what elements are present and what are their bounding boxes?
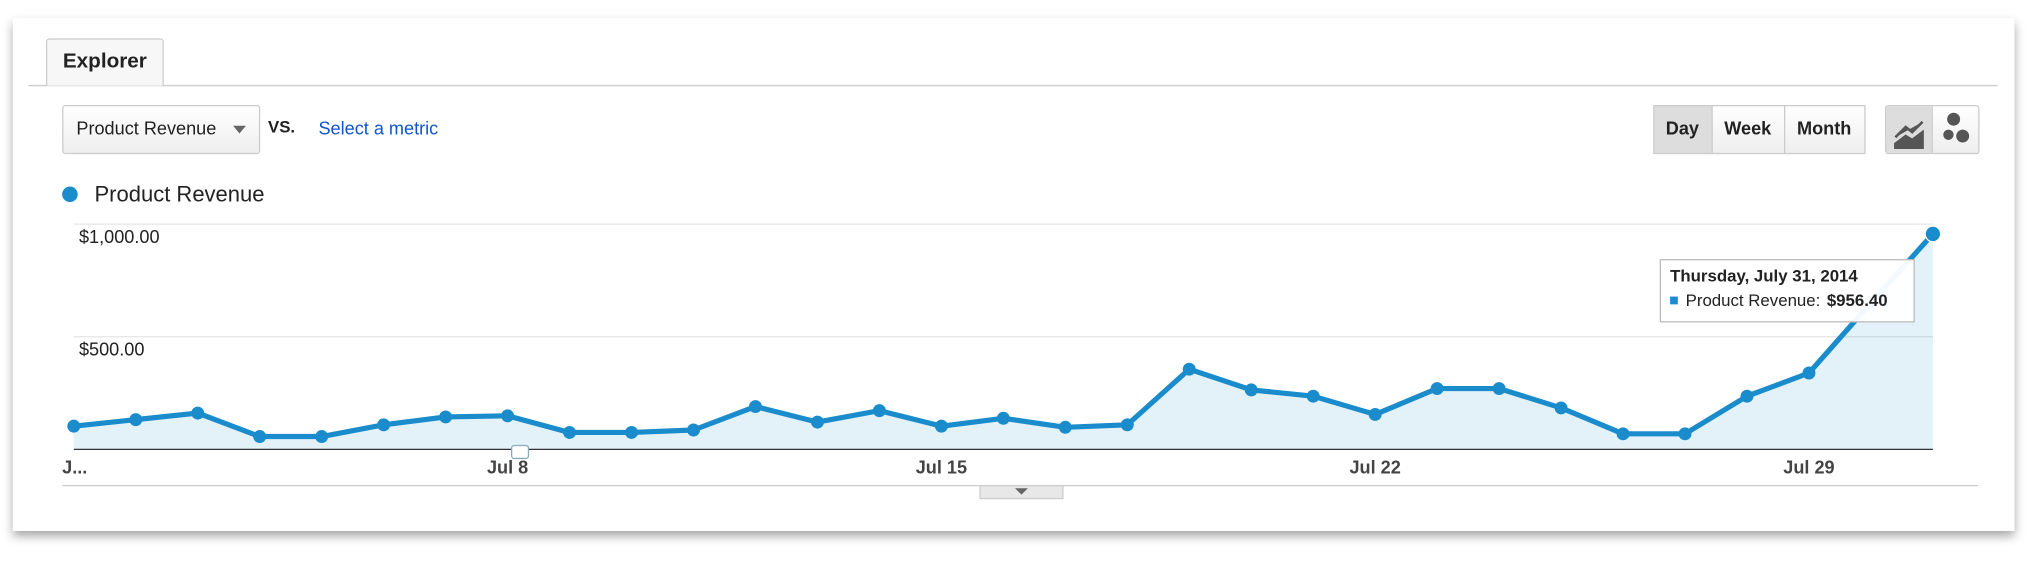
annotation-marker[interactable] (510, 444, 530, 460)
point (810, 415, 824, 429)
y-tick-label: $1,000.00 (79, 227, 160, 247)
point (1244, 383, 1258, 397)
select-metric-link[interactable]: Select a metric (318, 118, 438, 138)
point (687, 423, 700, 437)
point (501, 409, 515, 423)
tooltip-label: Product Revenue: $956.40 (1686, 291, 1888, 310)
point (191, 406, 205, 420)
tooltip-swatch (1670, 296, 1678, 305)
point (253, 430, 267, 443)
point (1492, 382, 1506, 396)
point (1554, 401, 1568, 415)
tooltip: Thursday, July 31, 2014 Product Revenue: $… (1659, 259, 1915, 323)
point (315, 430, 329, 443)
metric-dropdown[interactable] (62, 104, 261, 155)
point (625, 425, 638, 439)
point (872, 404, 886, 418)
motion-icon[interactable] (1943, 129, 1954, 140)
tab[interactable] (45, 38, 164, 86)
dropdown-arrow[interactable] (233, 125, 246, 134)
point (1058, 420, 1072, 434)
tab-label[interactable]: Explorer (63, 50, 147, 73)
point (1430, 382, 1444, 396)
motion-icon[interactable] (1947, 112, 1961, 126)
point (1616, 427, 1630, 441)
y-tick-label: $500.00 (79, 340, 144, 360)
point (1306, 389, 1320, 403)
point (748, 400, 762, 414)
vs-label: VS. (268, 118, 295, 137)
point (1802, 366, 1816, 380)
point (439, 410, 453, 424)
x-tick-label: Jul 8 (487, 458, 528, 478)
point (934, 419, 948, 433)
x-tick-label: Jul 15 (916, 458, 967, 478)
tooltip-date: Thursday, July 31, 2014 (1670, 267, 1858, 286)
period-label[interactable]: Month (1797, 118, 1851, 138)
point (1678, 427, 1692, 441)
legend-label: Product Revenue (95, 181, 265, 206)
point (1120, 418, 1134, 432)
x-tick-label: Jul 22 (1349, 458, 1400, 478)
point (996, 411, 1010, 425)
period-label[interactable]: Day (1666, 118, 1699, 138)
period-button[interactable] (1711, 104, 1786, 155)
dropdown-label[interactable]: Product Revenue (76, 118, 216, 138)
point (1740, 389, 1754, 403)
tooltip-series: Product Revenue: (1686, 291, 1821, 310)
point (1924, 225, 1942, 243)
period-button[interactable] (1653, 104, 1713, 155)
period-label[interactable]: Week (1724, 118, 1772, 138)
point (67, 419, 81, 433)
x-tick-label: Jul 29 (1783, 458, 1834, 478)
period-button[interactable] (1784, 104, 1866, 155)
line-chart-icon[interactable] (1894, 120, 1924, 150)
expand-arrow[interactable] (1015, 488, 1028, 495)
point (1182, 362, 1196, 376)
motion-icon[interactable] (1956, 129, 1970, 143)
point (377, 418, 391, 432)
x-tick-label: J... (62, 458, 87, 478)
point (563, 425, 577, 439)
point (129, 413, 143, 427)
tooltip-box (1659, 259, 1915, 323)
tooltip-value: $956.40 (1827, 291, 1888, 310)
area (73, 233, 1933, 450)
point (1368, 407, 1382, 421)
legend-marker (62, 186, 78, 203)
